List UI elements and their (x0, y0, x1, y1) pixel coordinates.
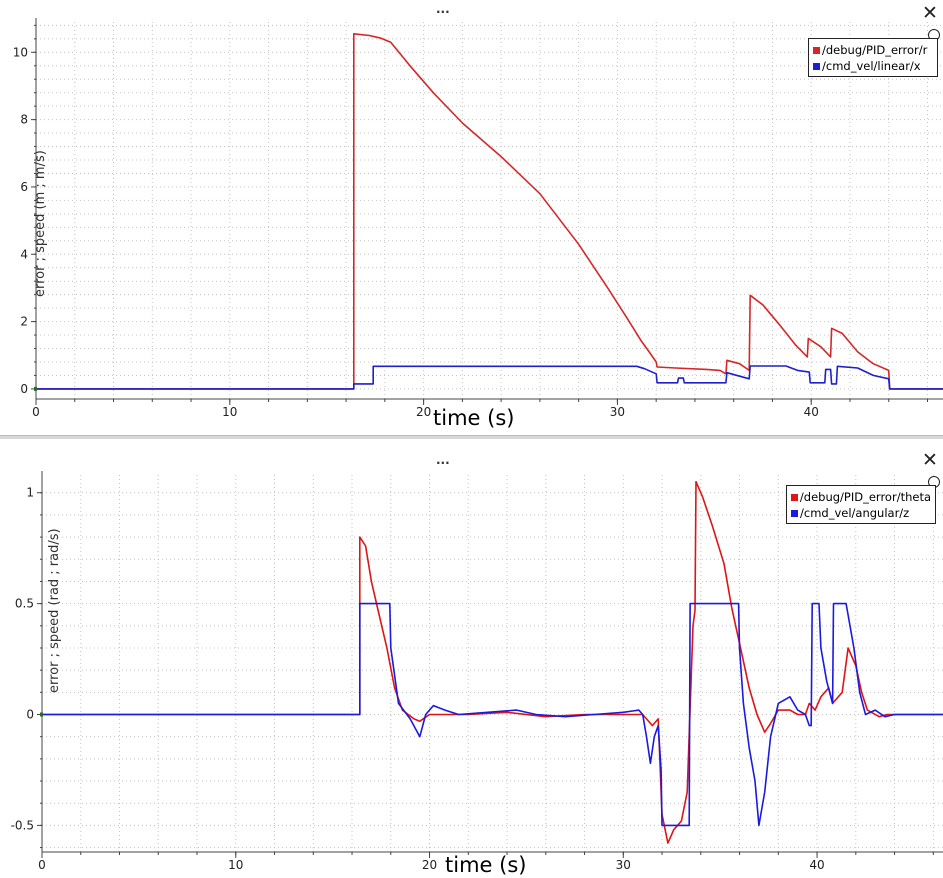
plot-panel-angular[interactable]: -0.5 0 0.5 1 0 10 20 30 40 ... ✕ error ; speed (… (0, 439, 943, 878)
legend-label: /debug/PID_error/theta (799, 490, 931, 504)
close-icon[interactable]: ✕ (922, 449, 938, 471)
x-axis-label: time (s) (433, 406, 515, 430)
y-tick-label: 1 (26, 486, 34, 500)
x-tick-label: 0 (32, 405, 40, 419)
legend-label: /debug/PID_error/r (822, 43, 928, 57)
legend-swatch (813, 62, 820, 70)
y-tick-label: 2 (20, 315, 28, 329)
series-line-1 (42, 480, 943, 844)
y-tick-label: 0 (26, 708, 34, 722)
plot-area-linear[interactable]: 0 2 4 6 8 10 0 10 20 30 40 (0, 0, 943, 435)
origin-marker (40, 712, 43, 717)
y-tick-label: 0.5 (15, 597, 34, 611)
x-axis-label: time (s) (445, 853, 527, 877)
origin-marker (34, 386, 37, 391)
legend-swatch (791, 493, 798, 501)
legend-entry[interactable]: /cmd_vel/angular/z (791, 505, 931, 521)
x-tick-label: 10 (228, 858, 243, 872)
series-line-1 (36, 33, 943, 390)
y-tick-label: 10 (13, 45, 28, 59)
y-tick-label: -0.5 (11, 818, 34, 832)
legend[interactable]: /debug/PID_error/r /cmd_vel/linear/x (808, 38, 938, 77)
y-axis-label: error ; speed (m ; m/s) (33, 150, 48, 297)
x-tick-label: 40 (809, 858, 824, 872)
x-tick-label: 30 (616, 858, 631, 872)
x-tick-label: 10 (222, 405, 237, 419)
y-axis-label: error ; speed (rad ; rad/s) (47, 528, 62, 693)
series-line-2 (36, 365, 943, 390)
legend-swatch (791, 509, 798, 517)
x-tick-label: 20 (416, 405, 431, 419)
x-tick-label: 30 (610, 405, 625, 419)
legend[interactable]: /debug/PID_error/theta /cmd_vel/angular/… (786, 485, 936, 524)
series-line-2 (42, 602, 943, 827)
y-tick-label: 6 (20, 180, 28, 194)
y-tick-label: 4 (20, 247, 28, 261)
legend-swatch (813, 46, 820, 54)
legend-label: /cmd_vel/linear/x (822, 59, 921, 73)
legend-label: /cmd_vel/angular/z (800, 506, 910, 520)
y-tick-label: 8 (20, 113, 28, 127)
plot-area-angular[interactable]: -0.500.510 10 20 30 40 (0, 439, 943, 878)
x-tick-label: 40 (804, 405, 819, 419)
legend-entry[interactable]: /cmd_vel/linear/x (813, 58, 933, 74)
x-tick-label: 20 (422, 858, 437, 872)
legend-entry[interactable]: /debug/PID_error/theta (791, 489, 931, 505)
plot-panel-linear[interactable]: 0 2 4 6 8 10 0 10 20 30 40 ... ✕ error ; speed (m … (0, 0, 943, 435)
panel-menu-dots[interactable]: ... (436, 2, 450, 16)
legend-entry[interactable]: /debug/PID_error/r (813, 42, 933, 58)
panel-divider[interactable] (0, 435, 943, 439)
panel-menu-dots[interactable]: ... (436, 453, 450, 467)
x-tick-label: 0 (38, 858, 46, 872)
y-tick-label: 0 (20, 382, 28, 396)
close-icon[interactable]: ✕ (922, 2, 938, 24)
